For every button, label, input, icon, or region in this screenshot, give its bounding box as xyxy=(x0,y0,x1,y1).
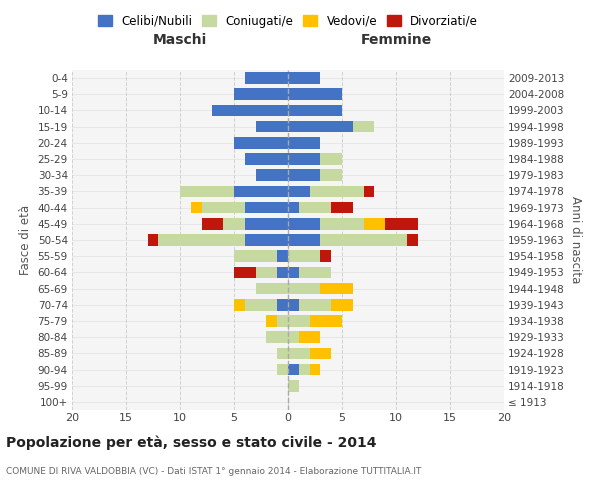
Bar xyxy=(385,218,418,230)
Bar xyxy=(180,186,234,198)
Bar xyxy=(277,364,288,376)
Bar xyxy=(310,315,342,327)
Bar xyxy=(202,218,223,230)
Bar xyxy=(266,315,277,327)
Bar xyxy=(234,266,256,278)
Bar xyxy=(288,153,320,165)
Bar xyxy=(234,186,288,198)
Bar xyxy=(320,218,364,230)
Bar xyxy=(266,332,288,343)
Bar xyxy=(288,218,320,230)
Bar xyxy=(245,153,288,165)
Bar xyxy=(288,282,320,294)
Bar xyxy=(320,170,342,181)
Bar xyxy=(288,364,299,376)
Bar xyxy=(288,202,299,213)
Bar xyxy=(277,250,288,262)
Bar xyxy=(234,137,288,148)
Bar xyxy=(288,250,320,262)
Bar xyxy=(310,364,320,376)
Bar xyxy=(288,380,299,392)
Bar xyxy=(299,332,320,343)
Bar xyxy=(320,153,342,165)
Bar xyxy=(277,299,288,310)
Bar xyxy=(148,234,158,246)
Bar xyxy=(320,234,407,246)
Bar xyxy=(288,332,299,343)
Y-axis label: Anni di nascita: Anni di nascita xyxy=(569,196,581,284)
Bar xyxy=(288,72,320,84)
Bar xyxy=(256,121,288,132)
Text: Popolazione per età, sesso e stato civile - 2014: Popolazione per età, sesso e stato civil… xyxy=(6,435,377,450)
Bar xyxy=(245,202,288,213)
Bar xyxy=(288,104,342,117)
Bar xyxy=(245,299,277,310)
Text: COMUNE DI RIVA VALDOBBIA (VC) - Dati ISTAT 1° gennaio 2014 - Elaborazione TUTTIT: COMUNE DI RIVA VALDOBBIA (VC) - Dati IST… xyxy=(6,468,421,476)
Bar xyxy=(234,299,245,310)
Bar xyxy=(364,186,374,198)
Bar xyxy=(245,234,288,246)
Bar xyxy=(245,218,288,230)
Bar xyxy=(256,282,288,294)
Bar xyxy=(158,234,245,246)
Bar xyxy=(234,88,288,100)
Bar xyxy=(288,348,310,359)
Bar xyxy=(320,250,331,262)
Bar xyxy=(353,121,374,132)
Bar xyxy=(299,202,331,213)
Bar xyxy=(256,170,288,181)
Bar xyxy=(310,186,364,198)
Bar xyxy=(191,202,202,213)
Bar xyxy=(277,315,288,327)
Bar xyxy=(288,88,342,100)
Bar xyxy=(288,315,310,327)
Bar xyxy=(299,266,331,278)
Bar xyxy=(407,234,418,246)
Bar xyxy=(331,299,353,310)
Bar xyxy=(364,218,385,230)
Bar xyxy=(223,218,245,230)
Bar xyxy=(256,266,277,278)
Bar xyxy=(245,72,288,84)
Bar xyxy=(310,348,331,359)
Bar xyxy=(288,266,299,278)
Bar xyxy=(299,299,331,310)
Text: Maschi: Maschi xyxy=(153,34,207,48)
Bar xyxy=(288,170,320,181)
Bar xyxy=(277,348,288,359)
Bar xyxy=(320,282,353,294)
Bar xyxy=(288,234,320,246)
Bar xyxy=(234,250,277,262)
Y-axis label: Fasce di età: Fasce di età xyxy=(19,205,32,275)
Text: Femmine: Femmine xyxy=(361,34,431,48)
Bar xyxy=(202,202,245,213)
Legend: Celibi/Nubili, Coniugati/e, Vedovi/e, Divorziati/e: Celibi/Nubili, Coniugati/e, Vedovi/e, Di… xyxy=(98,14,478,28)
Bar xyxy=(331,202,353,213)
Bar xyxy=(277,266,288,278)
Bar xyxy=(288,137,320,148)
Bar xyxy=(288,299,299,310)
Bar xyxy=(212,104,288,117)
Bar xyxy=(288,121,353,132)
Bar xyxy=(299,364,310,376)
Bar xyxy=(288,186,310,198)
